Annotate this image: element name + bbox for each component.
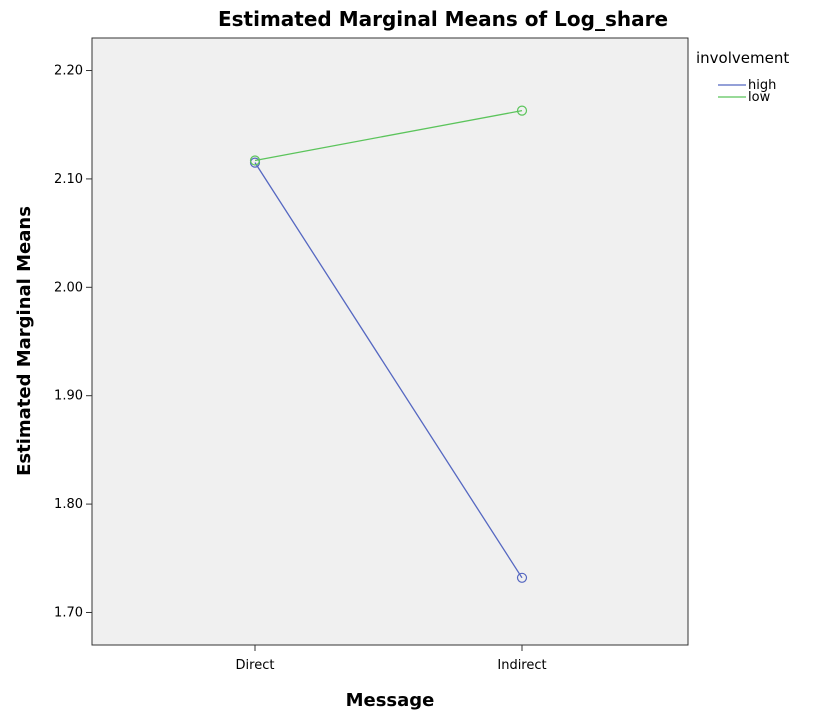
x-tick-label: Direct [236,658,275,673]
y-axis-title: Estimated Marginal Means [14,206,35,476]
data-point-high [516,572,528,583]
y-tick-label: 2.10 [54,172,83,187]
y-tick-label: 1.70 [54,605,83,620]
legend-label-high: high [748,78,776,93]
y-tick-label: 2.00 [54,280,83,295]
data-point-low [516,105,528,116]
data-point-low [249,155,261,166]
series-line-low [254,109,523,162]
series-line-high [254,162,523,579]
legend-label-low: low [748,90,771,105]
y-axis: 1.70 1.80 1.90 2.00 2.10 2.20 [54,64,92,620]
y-tick-label: 1.80 [54,497,83,512]
chart-title: Estimated Marginal Means of Log_share [218,7,668,31]
series-layer [249,105,528,583]
x-axis-title: Message [346,690,435,711]
legend-title: involvement [696,49,789,67]
y-tick-label: 1.90 [54,389,83,404]
x-axis: Direct Indirect [236,645,547,673]
y-tick-label: 2.20 [54,64,83,79]
plot-area [91,37,689,646]
x-tick-label: Indirect [497,658,546,673]
